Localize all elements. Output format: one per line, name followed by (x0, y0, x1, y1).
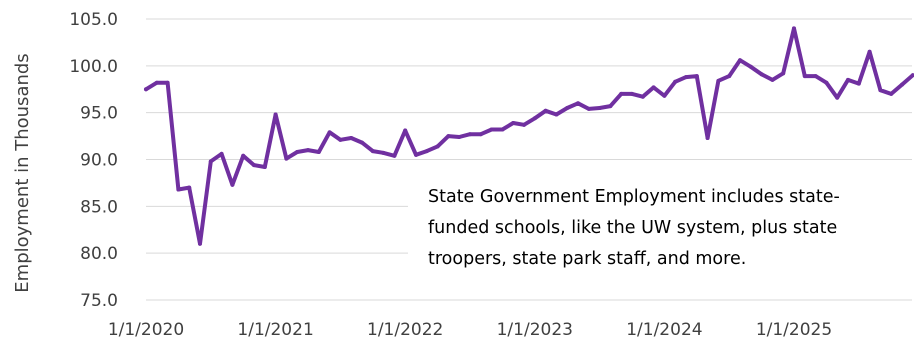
x-tick-label: 1/1/2022 (367, 320, 443, 340)
data-point (770, 77, 775, 82)
annotation-line-2: funded schools, like the UW system, plus… (428, 218, 837, 238)
data-point (662, 93, 667, 98)
data-point (748, 64, 753, 69)
x-axis-tick-labels: 1/1/2020 1/1/2021 1/1/2022 1/1/2023 1/1/2024… (108, 320, 832, 340)
y-tick-label: 80.0 (80, 244, 118, 264)
data-point (878, 88, 883, 93)
data-point (370, 149, 375, 154)
data-point (457, 135, 462, 140)
data-point (327, 130, 332, 135)
data-point (565, 105, 570, 110)
data-point (759, 72, 764, 77)
data-point (867, 49, 872, 54)
data-point (716, 78, 721, 83)
data-point (738, 58, 742, 63)
data-point (684, 75, 688, 80)
data-point (435, 144, 440, 149)
data-point (252, 163, 256, 168)
series-line (144, 26, 914, 246)
data-point (403, 128, 408, 133)
data-point (176, 187, 181, 192)
annotation-background (408, 170, 914, 275)
data-point (392, 153, 397, 158)
annotation-note: State Government Employment includes sta… (408, 170, 914, 275)
data-point (846, 77, 850, 82)
data-point (640, 94, 645, 99)
data-point (262, 164, 267, 169)
y-tick-label: 90.0 (80, 151, 118, 171)
data-point (295, 150, 300, 155)
data-point (532, 116, 537, 121)
x-tick-label: 1/1/2024 (626, 320, 702, 340)
data-point (165, 80, 170, 85)
data-point (781, 71, 786, 76)
data-point (813, 74, 818, 79)
data-point (619, 91, 624, 96)
data-point (446, 134, 451, 139)
data-point (856, 81, 861, 86)
data-point (478, 132, 483, 137)
data-point (414, 152, 418, 157)
data-point (835, 95, 840, 100)
data-point (338, 137, 343, 142)
data-point (511, 120, 516, 125)
data-point (381, 150, 386, 155)
y-tick-label: 100.0 (69, 57, 118, 77)
data-point (586, 106, 591, 111)
data-point (230, 182, 235, 187)
x-tick-label: 1/1/2023 (497, 320, 573, 340)
data-point (910, 73, 914, 78)
data-point (198, 241, 202, 246)
data-point (468, 132, 472, 137)
data-point (349, 135, 354, 140)
data-point (208, 159, 213, 164)
y-axis-title: Employment in Thousands (12, 53, 33, 292)
x-tick-label: 1/1/2020 (108, 320, 184, 340)
data-point (792, 26, 796, 31)
data-point (284, 156, 289, 161)
data-point (694, 74, 699, 79)
x-tick-label: 1/1/2021 (237, 320, 313, 340)
data-point (360, 140, 364, 145)
data-point (424, 149, 429, 154)
data-point (705, 135, 710, 140)
data-point (889, 91, 894, 96)
data-point (306, 148, 310, 153)
data-point (824, 80, 829, 85)
data-point (219, 151, 224, 156)
data-point (316, 150, 321, 155)
data-point (273, 112, 278, 117)
data-point (576, 101, 580, 106)
y-tick-label: 95.0 (80, 104, 118, 124)
data-point (608, 104, 613, 109)
series-group (144, 26, 914, 246)
data-point (900, 82, 904, 87)
data-point (522, 122, 526, 127)
data-point (554, 112, 559, 117)
data-point (187, 185, 192, 190)
x-tick-label: 1/1/2025 (756, 320, 832, 340)
data-point (651, 85, 656, 90)
y-tick-label: 105.0 (69, 10, 118, 30)
data-point (489, 127, 494, 132)
y-axis-tick-labels: 75.0 80.0 85.0 90.0 95.0 100.0 105.0 (69, 10, 118, 311)
y-tick-label: 75.0 (80, 291, 118, 311)
data-point (500, 127, 505, 132)
data-point (673, 79, 678, 84)
data-point (144, 87, 148, 92)
data-point (154, 80, 159, 85)
data-point (543, 108, 548, 113)
data-point (630, 91, 634, 96)
annotation-line-3: troopers, state park staff, and more. (428, 249, 746, 269)
data-point (727, 74, 732, 79)
data-point (241, 153, 246, 158)
data-point (597, 105, 602, 110)
y-tick-label: 85.0 (80, 197, 118, 217)
data-point (802, 74, 807, 79)
annotation-line-1: State Government Employment includes sta… (428, 187, 840, 207)
